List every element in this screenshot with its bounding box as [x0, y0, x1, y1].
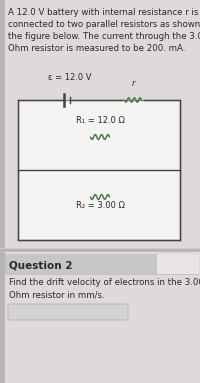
Text: Question 2: Question 2 [9, 260, 72, 270]
Bar [0, 0, 5, 248]
FancyBboxPatch shape [157, 254, 199, 274]
Bar [5, 254, 198, 274]
Text: ε = 12.0 V: ε = 12.0 V [48, 73, 92, 82]
Bar [0, 252, 5, 383]
Text: Find the drift velocity of electrons in the 3.00
Ohm resistor in mm/s.: Find the drift velocity of electrons in … [9, 278, 200, 299]
Bar [0, 252, 200, 383]
Text: R₂ = 3.00 Ω: R₂ = 3.00 Ω [76, 201, 124, 210]
FancyBboxPatch shape [8, 304, 128, 320]
Text: r: r [131, 79, 135, 88]
Bar [0, 0, 200, 248]
Text: A 12.0 V battery with internal resistance r is
connected to two parallel resisto: A 12.0 V battery with internal resistanc… [8, 8, 200, 54]
Bar [18, 100, 180, 240]
Text: R₁ = 12.0 Ω: R₁ = 12.0 Ω [76, 116, 124, 125]
